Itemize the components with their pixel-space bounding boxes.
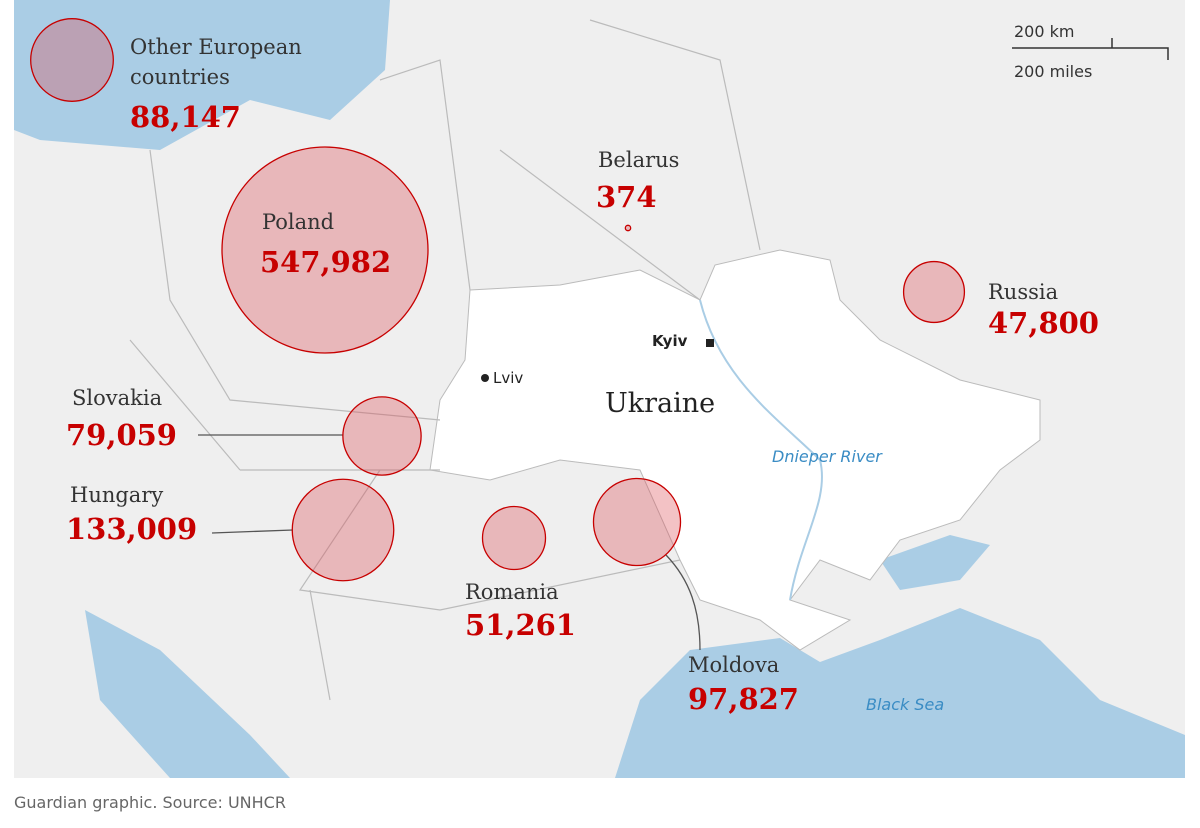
country-name: Poland — [262, 210, 335, 234]
leader-line — [665, 554, 701, 651]
refugee-count: 88,147 — [130, 100, 241, 134]
sea-label: Black Sea — [866, 695, 945, 714]
refugee-count: 133,009 — [66, 512, 198, 546]
borders — [129, 19, 761, 701]
refugee-circle — [902, 260, 966, 324]
refugee-circle — [221, 146, 429, 354]
black-sea — [615, 608, 1185, 778]
refugee-count: 47,800 — [988, 306, 1099, 340]
refugee-circle — [30, 18, 114, 102]
refugee-circle — [624, 224, 632, 232]
leader-line — [211, 529, 294, 534]
sea-of-azov — [880, 535, 990, 590]
refugee-circle — [481, 505, 547, 571]
refugee-count: 51,261 — [465, 608, 576, 642]
adriatic-sea — [85, 610, 290, 778]
refugee-circle — [592, 477, 682, 567]
refugee-circle — [342, 396, 422, 476]
country-name: Other European countries — [130, 35, 302, 89]
footer: Guardian graphic. Source: UNHCR — [14, 793, 286, 812]
refugee-count: 374 — [596, 180, 657, 214]
country-name: Romania — [465, 580, 559, 604]
dnieper-river — [699, 299, 823, 601]
refugee-count: 547,982 — [260, 245, 392, 279]
ukraine — [429, 249, 1041, 651]
country-name: Slovakia — [72, 386, 163, 410]
city-label: Lviv — [493, 369, 524, 387]
country-label: Ukraine — [605, 388, 716, 419]
river-label: Dnieper River — [772, 447, 882, 466]
refugee-circle — [291, 478, 395, 582]
baltic-sea — [14, 0, 390, 150]
country-name: Hungary — [70, 483, 164, 507]
country-name: Belarus — [598, 148, 680, 172]
scale-miles: 200 miles — [1014, 62, 1093, 81]
scale-bar — [1012, 38, 1169, 60]
capital-marker — [706, 339, 714, 347]
refugee-count: 79,059 — [66, 418, 177, 452]
country-name: Russia — [988, 280, 1059, 304]
country-name: Moldova — [688, 653, 780, 677]
scale-km: 200 km — [1014, 22, 1075, 41]
capital-label: Kyiv — [652, 332, 688, 350]
refugee-count: 97,827 — [688, 682, 799, 716]
city-dot — [481, 374, 489, 382]
